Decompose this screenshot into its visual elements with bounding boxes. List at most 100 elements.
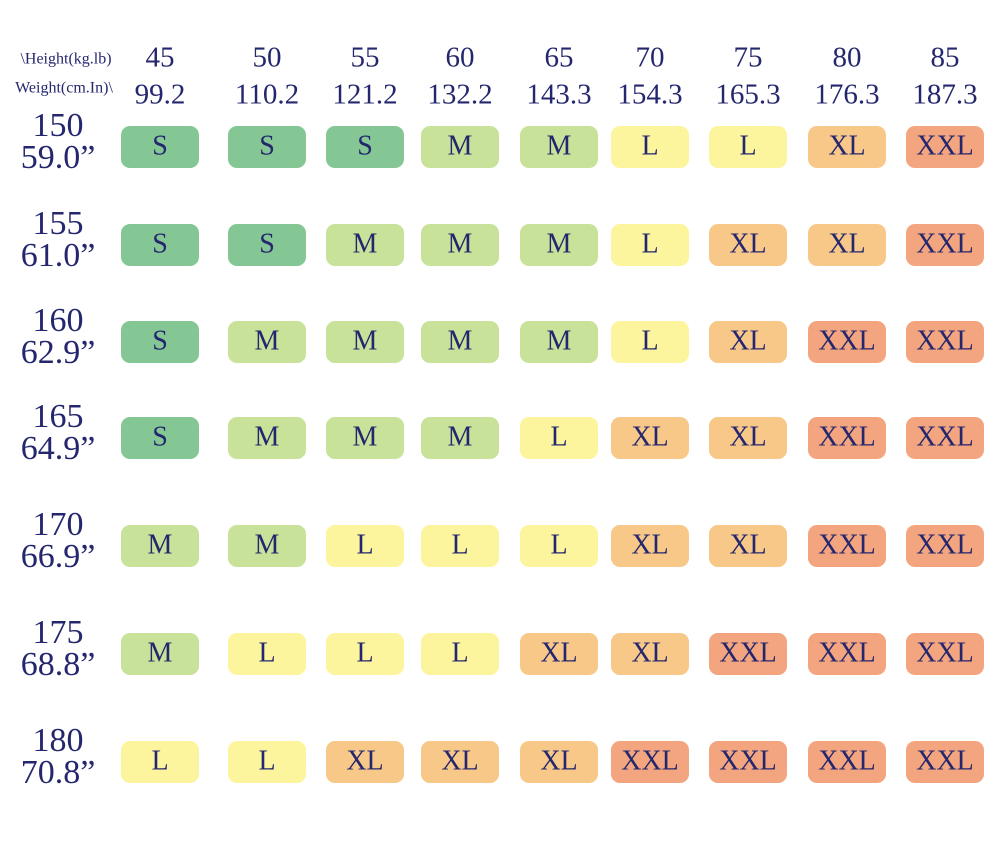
corner-label: \Height(kg.lb)	[20, 51, 111, 68]
size-cell	[611, 224, 689, 266]
size-cell	[709, 633, 787, 675]
size-label: M	[547, 228, 572, 259]
size-label: L	[451, 637, 468, 668]
height-cm: 165	[33, 398, 84, 435]
size-label: XL	[631, 529, 668, 560]
weight-lb: 121.2	[332, 79, 397, 111]
size-cell	[520, 525, 598, 567]
size-cell	[906, 633, 984, 675]
size-label: XXL	[916, 745, 974, 776]
height-cm: 170	[33, 506, 84, 543]
size-cell	[121, 417, 199, 459]
size-cell	[228, 126, 306, 168]
height-cm: 160	[33, 302, 84, 339]
size-cell	[808, 417, 886, 459]
height-in: 64.9”	[21, 430, 96, 467]
size-label: XL	[631, 421, 668, 452]
size-cell	[121, 126, 199, 168]
size-cell	[906, 417, 984, 459]
size-label: XL	[540, 637, 577, 668]
size-label: L	[151, 745, 168, 776]
size-label: XL	[729, 325, 766, 356]
height-in: 66.9”	[21, 538, 96, 575]
height-in: 59.0”	[21, 139, 96, 176]
size-label: M	[547, 130, 572, 161]
size-cell	[611, 126, 689, 168]
size-cell	[421, 741, 499, 783]
size-label: XXL	[916, 529, 974, 560]
size-cell	[121, 741, 199, 783]
size-label: M	[448, 421, 473, 452]
size-label: XL	[631, 637, 668, 668]
size-label: M	[255, 325, 280, 356]
size-label: XXL	[916, 228, 974, 259]
size-label: S	[152, 325, 168, 356]
size-label: L	[641, 325, 658, 356]
size-label: XL	[729, 529, 766, 560]
size-cell	[906, 741, 984, 783]
size-cell	[808, 321, 886, 363]
size-label: L	[739, 130, 756, 161]
size-label: XXL	[916, 421, 974, 452]
size-label: M	[255, 529, 280, 560]
size-cell	[709, 321, 787, 363]
weight-kg: 45	[146, 42, 175, 74]
size-cell	[228, 417, 306, 459]
size-label: L	[550, 529, 567, 560]
size-label: XL	[729, 421, 766, 452]
size-label: XXL	[719, 745, 777, 776]
size-cell	[520, 417, 598, 459]
weight-lb: 154.3	[617, 79, 682, 111]
size-cell	[611, 741, 689, 783]
size-cell	[421, 126, 499, 168]
height-cm: 180	[33, 722, 84, 759]
size-label: S	[152, 130, 168, 161]
size-label: XXL	[818, 637, 876, 668]
size-cell	[121, 633, 199, 675]
size-label: XXL	[818, 745, 876, 776]
weight-lb: 99.2	[135, 79, 186, 111]
size-cell	[808, 224, 886, 266]
size-cell	[228, 321, 306, 363]
size-label: L	[356, 529, 373, 560]
corner-label: Weight(cm.In)\	[15, 80, 113, 97]
height-in: 61.0”	[21, 237, 96, 274]
weight-lb: 176.3	[814, 79, 879, 111]
size-label: M	[448, 325, 473, 356]
size-cell	[121, 525, 199, 567]
size-label: XL	[828, 130, 865, 161]
size-cell	[520, 633, 598, 675]
size-cell	[709, 741, 787, 783]
size-cell	[326, 525, 404, 567]
height-cm: 150	[33, 107, 84, 144]
height-cm: 175	[33, 614, 84, 651]
size-cell	[808, 741, 886, 783]
size-cell	[520, 224, 598, 266]
size-cell	[228, 741, 306, 783]
size-label: S	[152, 421, 168, 452]
size-label: L	[641, 228, 658, 259]
size-label: M	[353, 325, 378, 356]
height-in: 68.8”	[21, 646, 96, 683]
size-cell	[906, 321, 984, 363]
size-label: M	[148, 529, 173, 560]
size-cell	[709, 126, 787, 168]
size-label: L	[641, 130, 658, 161]
size-cell	[326, 741, 404, 783]
size-cell	[520, 126, 598, 168]
size-label: XL	[441, 745, 478, 776]
size-label: S	[357, 130, 373, 161]
size-label: L	[550, 421, 567, 452]
weight-kg: 60	[446, 42, 475, 74]
weight-lb: 187.3	[912, 79, 977, 111]
size-cell	[709, 417, 787, 459]
size-cell	[421, 417, 499, 459]
size-label: XXL	[916, 130, 974, 161]
size-label: XXL	[818, 325, 876, 356]
size-cell	[808, 126, 886, 168]
size-cell	[326, 633, 404, 675]
size-label: M	[547, 325, 572, 356]
size-cell	[421, 224, 499, 266]
size-label: M	[148, 637, 173, 668]
weight-kg: 70	[636, 42, 665, 74]
